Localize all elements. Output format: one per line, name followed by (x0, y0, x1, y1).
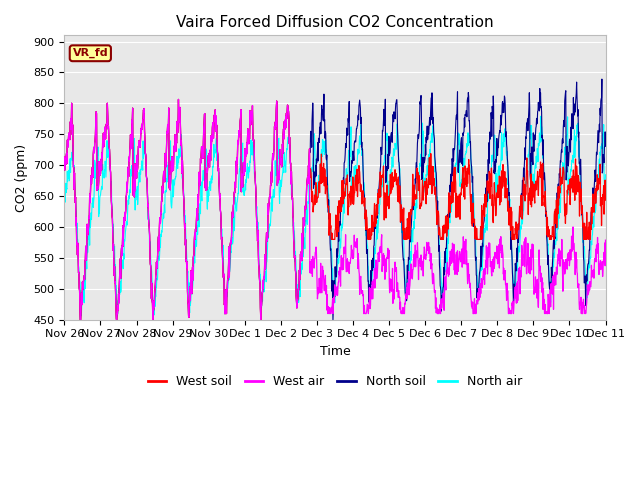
X-axis label: Time: Time (319, 345, 350, 358)
Text: VR_fd: VR_fd (72, 48, 108, 59)
Y-axis label: CO2 (ppm): CO2 (ppm) (15, 144, 28, 212)
Title: Vaira Forced Diffusion CO2 Concentration: Vaira Forced Diffusion CO2 Concentration (176, 15, 494, 30)
Legend: West soil, West air, North soil, North air: West soil, West air, North soil, North a… (143, 370, 527, 393)
